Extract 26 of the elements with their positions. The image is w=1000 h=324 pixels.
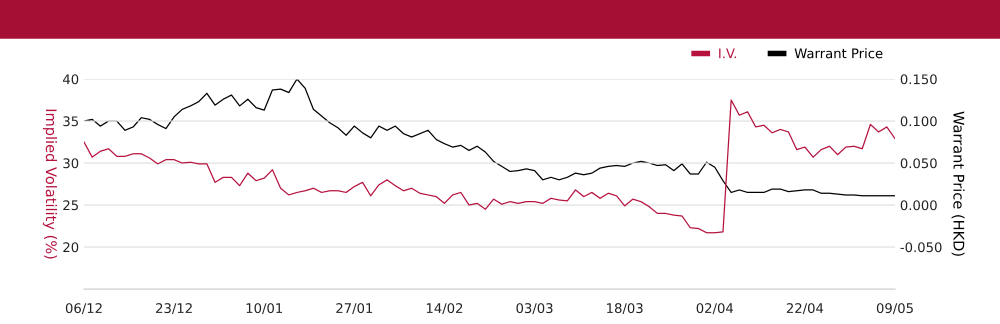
- y-axis-title: Implied Volatility (%): [42, 110, 58, 259]
- y2-axis-title: Warrant Price (HKD): [952, 111, 965, 256]
- y2-tick-label: -0.050: [900, 242, 942, 252]
- x-tick-label: 14/02: [426, 303, 462, 314]
- y-tick-label: 40: [62, 74, 78, 84]
- x-tick-label: 03/03: [516, 303, 553, 314]
- x-tick-label: 22/04: [786, 303, 824, 314]
- y-tick-label: 35: [63, 116, 78, 126]
- legend-label: I.V.: [719, 48, 736, 58]
- x-tick-label: 06/12: [66, 303, 102, 314]
- legend-label: Warrant Price: [794, 48, 882, 58]
- y-tick-label: 30: [63, 158, 78, 168]
- x-tick-label: 02/04: [696, 303, 734, 314]
- line-series: [84, 79, 895, 196]
- x-tick-label: 23/12: [156, 303, 192, 314]
- x-tick-label: 09/05: [876, 303, 913, 314]
- y2-tick-label: 0.100: [900, 116, 937, 126]
- x-tick-label: 10/01: [246, 303, 282, 314]
- y2-tick-label: 0.000: [900, 200, 937, 210]
- x-tick-label: 27/01: [336, 303, 372, 314]
- line-series: [84, 99, 895, 234]
- y2-tick-label: 0.150: [900, 74, 937, 84]
- x-tick-label: 18/03: [607, 303, 643, 314]
- y-tick-label: 25: [63, 200, 78, 210]
- y2-tick-label: 0.050: [900, 158, 937, 168]
- y-tick-label: 20: [63, 242, 78, 252]
